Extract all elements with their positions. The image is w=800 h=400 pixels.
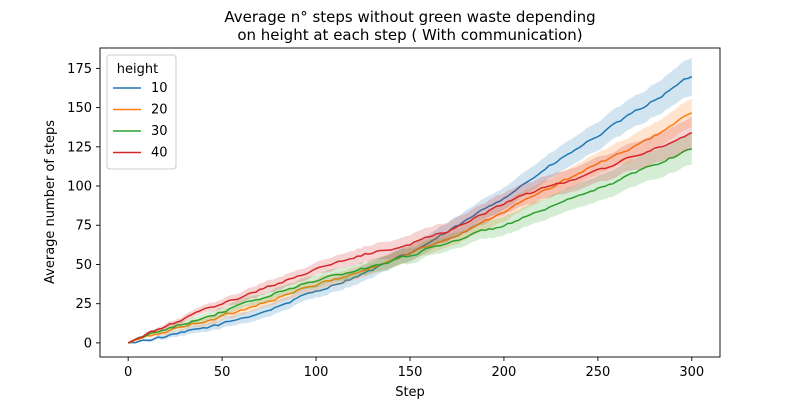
y-tick-label: 50 [75,258,92,273]
y-tick-label: 175 [67,62,92,77]
legend-label-30: 30 [151,124,168,139]
x-tick-label: 50 [214,365,231,380]
series-30-confidence-band [128,133,692,343]
legend-label-20: 20 [151,103,168,118]
legend-label-10: 10 [151,81,168,96]
y-tick-label: 75 [75,219,92,234]
series-30-line [127,148,692,344]
y-tick-label: 125 [67,140,92,155]
chart-title-line-2: on height at each step ( With communicat… [237,26,582,44]
legend-box [106,54,177,170]
y-tick-label: 25 [75,297,92,312]
legend-title: height [117,62,158,77]
x-tick-label: 150 [398,365,423,380]
y-tick-label: 0 [84,336,92,351]
y-tick-label: 100 [67,180,92,195]
x-axis-label: Step [395,385,425,400]
plot-series-group [127,57,693,344]
series-20-line [127,112,693,344]
y-tick-label: 150 [67,101,92,116]
series-10-confidence-band [128,57,692,344]
legend: height 10 20 30 40 [106,54,177,170]
legend-label-40: 40 [151,146,168,161]
y-axis-label: Average number of steps [43,120,58,284]
x-tick-label: 250 [585,365,610,380]
series-40-line [127,131,693,344]
chart-title-line-1: Average n° steps without green waste dep… [224,8,595,26]
x-tick-label: 0 [124,365,132,380]
x-tick-label: 100 [304,365,329,380]
x-tick-label: 300 [679,365,704,380]
x-tick-label: 200 [492,365,517,380]
